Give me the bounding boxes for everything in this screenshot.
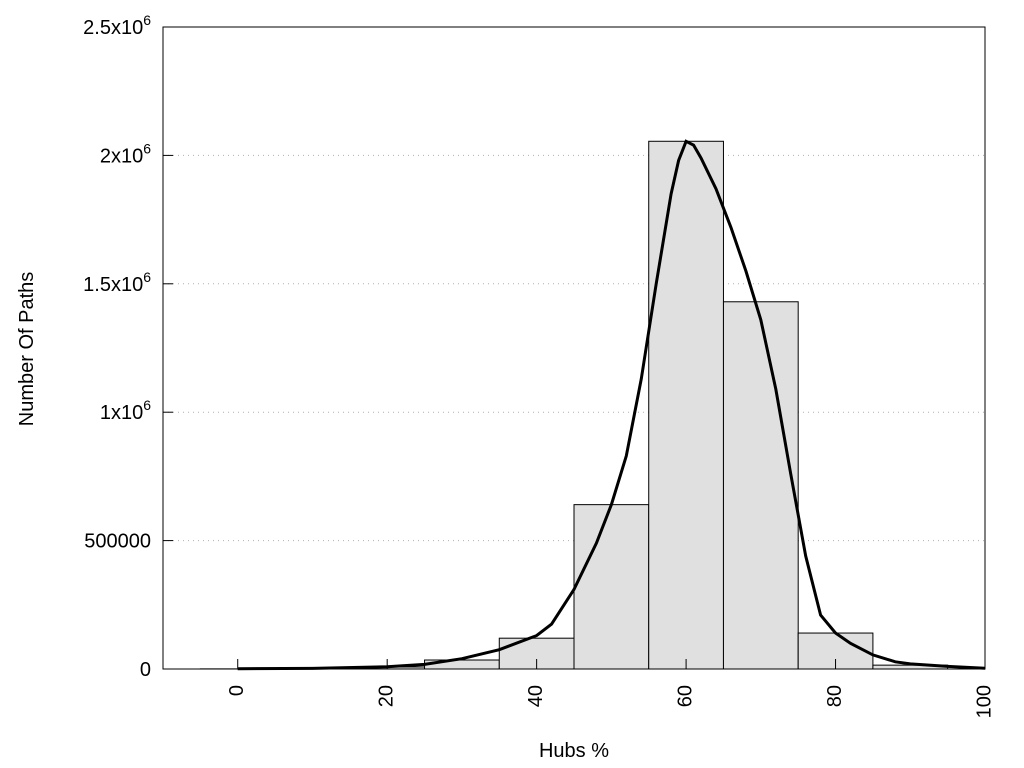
y-axis-title: Number Of Paths	[16, 272, 38, 427]
y-tick-label: 2x106	[100, 140, 151, 167]
histogram-bar	[722, 301, 799, 670]
x-tick-label: 20	[375, 685, 397, 707]
y-axis-ticks: 0 500000 1x106 1.5x106 2x106 2.5x106	[83, 12, 173, 681]
x-axis-ticks: 0 20 40 60 80 100	[226, 659, 995, 718]
x-tick-label: 100	[973, 685, 995, 718]
density-curve	[237, 139, 986, 671]
x-tick-label: 0	[226, 685, 248, 696]
histogram-bar	[573, 504, 650, 670]
grid-lines	[163, 154, 985, 542]
y-tick-label: 500000	[84, 531, 151, 553]
x-tick-label: 80	[824, 685, 846, 707]
histogram-bar	[648, 140, 724, 670]
plot-frame	[162, 26, 986, 670]
x-axis-title: Hubs %	[539, 740, 609, 762]
x-tick-label: 40	[525, 685, 547, 707]
x-tick-label: 60	[674, 685, 696, 707]
y-tick-label: 1.5x106	[83, 269, 151, 296]
y-tick-label: 2.5x106	[83, 12, 151, 39]
y-tick-label: 0	[140, 659, 151, 681]
y-tick-label: 1x106	[100, 397, 151, 424]
